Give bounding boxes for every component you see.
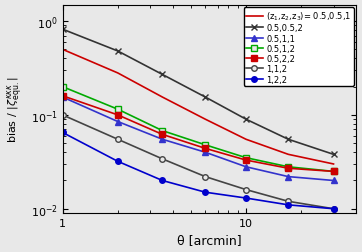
1,2,2 [60, 132, 65, 135]
0.5,0.5,2 [331, 153, 336, 156]
0.5,0.5,2 [160, 74, 165, 77]
0.5,1,2 [286, 166, 290, 169]
Line: 0.5,1,2: 0.5,1,2 [60, 85, 336, 174]
0.5,2,2 [60, 95, 65, 98]
0.5,1,2 [160, 130, 165, 133]
0.5,2,2 [160, 133, 165, 136]
0.5,1,1 [203, 151, 207, 154]
1,1,2 [203, 175, 207, 178]
Line: 1,1,2: 1,1,2 [60, 113, 336, 212]
Line: (z$_1$,z$_2$,z$_3$)= 0.5,0.5,1: (z$_1$,z$_2$,z$_3$)= 0.5,0.5,1 [63, 50, 333, 164]
0.5,1,1 [286, 175, 290, 178]
0.5,1,1 [60, 96, 65, 99]
0.5,0.5,2 [203, 96, 207, 99]
0.5,1,2 [115, 108, 120, 111]
0.5,1,2 [244, 156, 248, 160]
Line: 0.5,0.5,2: 0.5,0.5,2 [59, 27, 337, 158]
1,1,2 [331, 207, 336, 210]
Line: 0.5,1,1: 0.5,1,1 [60, 95, 336, 183]
(z$_1$,z$_2$,z$_3$)= 0.5,0.5,1 [203, 118, 207, 121]
Line: 1,2,2: 1,2,2 [60, 130, 336, 212]
0.5,1,1 [115, 120, 120, 123]
1,2,2 [115, 160, 120, 163]
0.5,1,2 [331, 170, 336, 173]
1,2,2 [244, 197, 248, 200]
(z$_1$,z$_2$,z$_3$)= 0.5,0.5,1 [244, 138, 248, 141]
0.5,2,2 [331, 170, 336, 173]
(z$_1$,z$_2$,z$_3$)= 0.5,0.5,1 [286, 153, 290, 156]
0.5,1,2 [203, 144, 207, 147]
0.5,1,1 [160, 138, 165, 141]
0.5,1,2 [60, 86, 65, 89]
(z$_1$,z$_2$,z$_3$)= 0.5,0.5,1 [331, 163, 336, 166]
0.5,2,2 [244, 159, 248, 162]
1,2,2 [331, 207, 336, 210]
(z$_1$,z$_2$,z$_3$)= 0.5,0.5,1 [115, 72, 120, 75]
Y-axis label: bias / |$\zeta^{\kappa\kappa\kappa}_{\rm equ.}$|: bias / |$\zeta^{\kappa\kappa\kappa}_{\rm… [5, 76, 25, 143]
1,2,2 [203, 191, 207, 194]
1,1,2 [286, 200, 290, 203]
Legend: (z$_1$,z$_2$,z$_3$)= 0.5,0.5,1, 0.5,0.5,2, 0.5,1,1, 0.5,1,2, 0.5,2,2, 1,1,2, 1,2: (z$_1$,z$_2$,z$_3$)= 0.5,0.5,1, 0.5,0.5,… [244, 8, 354, 87]
1,2,2 [160, 179, 165, 182]
0.5,0.5,2 [286, 138, 290, 141]
(z$_1$,z$_2$,z$_3$)= 0.5,0.5,1 [160, 96, 165, 99]
X-axis label: θ [arcmin]: θ [arcmin] [177, 234, 242, 246]
0.5,2,2 [203, 147, 207, 150]
(z$_1$,z$_2$,z$_3$)= 0.5,0.5,1 [60, 49, 65, 52]
Line: 0.5,2,2: 0.5,2,2 [60, 93, 336, 174]
0.5,1,1 [244, 166, 248, 169]
1,1,2 [160, 158, 165, 161]
1,2,2 [286, 204, 290, 207]
1,1,2 [115, 138, 120, 141]
1,1,2 [60, 114, 65, 117]
0.5,0.5,2 [115, 50, 120, 53]
0.5,0.5,2 [244, 118, 248, 121]
1,1,2 [244, 188, 248, 191]
0.5,2,2 [286, 167, 290, 170]
0.5,0.5,2 [60, 28, 65, 32]
0.5,2,2 [115, 114, 120, 117]
0.5,1,1 [331, 179, 336, 182]
